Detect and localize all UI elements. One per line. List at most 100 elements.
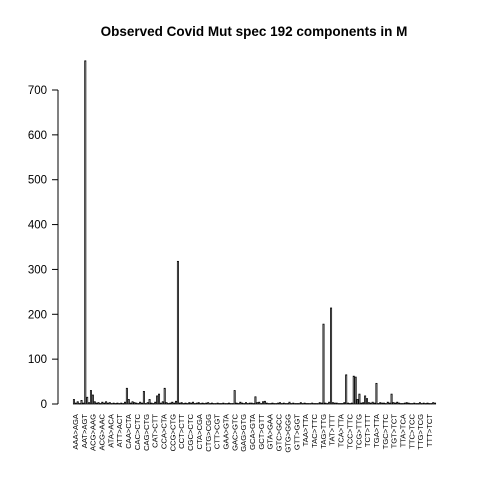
bar — [180, 402, 183, 405]
bar — [112, 402, 115, 405]
bar — [322, 323, 325, 405]
bar — [99, 403, 102, 405]
bar — [292, 402, 295, 405]
bar — [432, 402, 435, 405]
bar — [273, 403, 276, 405]
bar — [146, 402, 149, 405]
bar — [313, 403, 316, 405]
x-tick-label: CCG>CTG — [168, 414, 177, 451]
bar — [212, 403, 215, 405]
bar — [284, 403, 287, 405]
bar — [243, 403, 246, 405]
bar — [426, 402, 429, 405]
bar — [260, 403, 263, 405]
bar — [131, 401, 134, 405]
bar — [86, 396, 89, 405]
bar — [392, 402, 395, 405]
bar — [248, 402, 251, 405]
x-tick-label: TAG>TTG — [319, 414, 328, 449]
bar — [375, 382, 378, 405]
bar — [320, 402, 323, 405]
bar — [84, 60, 87, 405]
bar — [277, 402, 280, 405]
bar — [369, 402, 372, 405]
bars — [72, 60, 437, 405]
x-tick-label: TTA>TCA — [399, 413, 408, 447]
bar — [103, 402, 106, 405]
bar — [303, 402, 306, 405]
bar — [209, 403, 212, 405]
y-tick-label: 700 — [28, 85, 47, 97]
bar — [348, 403, 351, 405]
bar — [95, 402, 98, 405]
x-tick-label: GAA>GTA — [221, 413, 230, 449]
bar — [371, 401, 374, 405]
bar — [379, 402, 382, 405]
x-tick-label: TGT>TCT — [390, 414, 399, 449]
bar — [142, 391, 145, 405]
bar — [176, 260, 179, 405]
bar — [231, 403, 234, 405]
bar — [190, 402, 193, 405]
chart-title: Observed Covid Mut spec 192 components i… — [101, 24, 408, 39]
bar — [314, 403, 317, 405]
bar — [129, 402, 132, 405]
x-tick-label: CTA>CGA — [195, 413, 204, 449]
bar — [415, 403, 418, 405]
y-tick-label: 500 — [28, 175, 47, 187]
bar — [428, 403, 431, 405]
y-tick-label: 600 — [28, 130, 47, 142]
bar — [201, 402, 204, 405]
bar — [144, 403, 147, 405]
bar — [241, 402, 244, 405]
bar — [101, 401, 104, 405]
x-tick-label: CCA>CTA — [159, 413, 168, 449]
bar — [199, 403, 202, 405]
bar — [222, 402, 225, 405]
bar — [407, 402, 410, 405]
bar — [169, 402, 172, 405]
x-tick-label: TAT>TTT — [328, 414, 337, 446]
bar — [78, 403, 81, 405]
x-tick-label: TCT>TTT — [363, 414, 372, 447]
bar — [400, 403, 403, 405]
bar — [203, 403, 206, 405]
bar — [352, 375, 355, 405]
x-tick-label: CAT>CTT — [151, 414, 160, 448]
bar — [150, 402, 153, 405]
y-tick-label: 100 — [28, 354, 47, 366]
x-tick-label: TTC>TCC — [407, 413, 416, 448]
bar — [265, 402, 268, 405]
x-tick-label: CAA>CTA — [124, 413, 133, 449]
bar — [354, 376, 357, 405]
x-tick-label: ATT>ACT — [115, 414, 124, 448]
bar — [224, 403, 227, 405]
bar — [171, 401, 174, 405]
bar — [386, 401, 389, 405]
bar — [290, 403, 293, 405]
bar — [159, 402, 162, 405]
bar — [193, 403, 196, 405]
bar — [413, 402, 416, 405]
bar — [403, 402, 406, 405]
bar — [294, 403, 297, 405]
bar — [358, 393, 361, 405]
bar — [127, 399, 130, 405]
x-tick-label: TTG>TCG — [416, 414, 425, 450]
bar — [205, 402, 208, 405]
x-tick-label: TAC>TTC — [310, 413, 319, 447]
bar — [262, 401, 264, 405]
bar — [237, 403, 240, 405]
bar — [364, 395, 367, 405]
bar — [388, 402, 391, 405]
bar — [328, 401, 331, 405]
bar — [178, 402, 181, 405]
bar — [424, 403, 427, 405]
bar — [156, 395, 159, 405]
bar — [226, 403, 229, 405]
bar — [384, 403, 387, 405]
bar — [422, 402, 425, 405]
bar — [343, 402, 346, 405]
bar — [267, 403, 270, 405]
